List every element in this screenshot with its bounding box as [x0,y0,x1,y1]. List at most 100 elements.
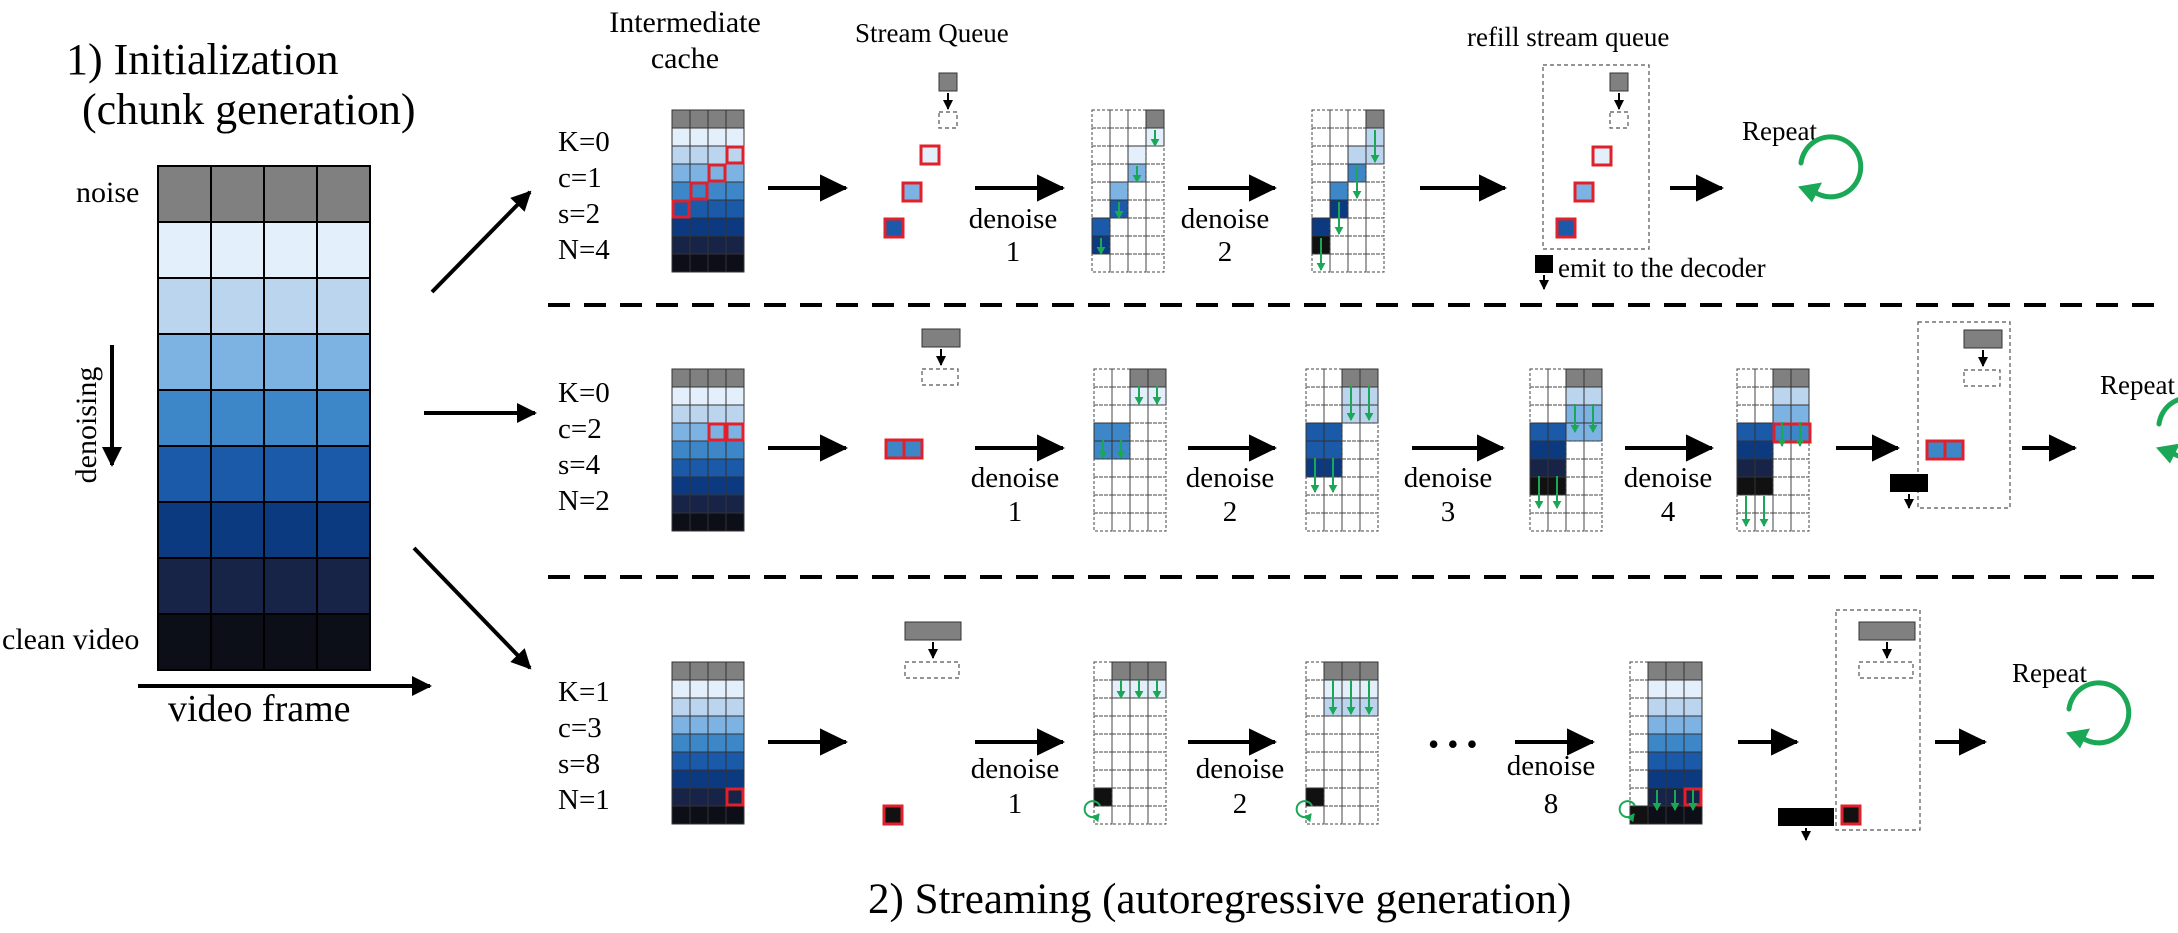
refill-stream-queue-label: refill stream queue [1467,22,1670,52]
step-grid-cell [1359,715,1379,735]
step-grid-cell [1111,733,1131,753]
step-grid-cell [1305,494,1325,514]
step-grid-cell [1311,127,1331,147]
queue-cell [884,438,906,460]
step-grid-cell [1129,476,1149,496]
cache-row2-cell [725,512,745,532]
step-grid-cell [1109,235,1129,255]
queue-noise [938,72,958,92]
step-grid-cell [1790,386,1810,406]
step-grid-cell [1147,458,1167,478]
step-grid-cell [1329,235,1349,255]
step-grid-cell [1093,733,1113,753]
cache-row2-cell [671,422,691,442]
step-grid-cell [1547,440,1567,460]
queue-cell [1943,439,1965,461]
step-grid-cell [1311,109,1331,129]
step-grid-cell [1093,512,1113,532]
step-grid-cell [1683,661,1703,681]
step-grid-cell [1347,253,1367,273]
step-grid-cell [1359,494,1379,514]
cache-row2-cell [707,494,727,514]
cache-row1-cell [671,127,691,147]
cache-row2-cell [707,458,727,478]
step-grid-cell [1323,386,1343,406]
param-c: c=2 [558,413,602,445]
step-grid-cell [1129,440,1149,460]
row1-denoise-1-label: denoise [968,203,1058,235]
step-grid-cell [1147,715,1167,735]
cache-row2-cell [725,476,745,496]
cache-row3-cell [707,805,727,825]
step-grid-cell [1145,253,1165,273]
step-grid-cell [1341,422,1361,442]
row3-denoise-2-step: 2 [1232,788,1248,820]
queue-cell [883,217,905,239]
step-grid-cell [1754,386,1774,406]
queue-slot [1858,661,1914,679]
step-grid-cell [1305,769,1325,789]
step-grid-cell [1665,715,1685,735]
cache-row1-cell [725,217,745,237]
cache-row2-cell [725,494,745,514]
frame-cell [316,557,371,615]
step-grid-cell [1111,458,1131,478]
step-grid-cell [1341,769,1361,789]
param-s: s=4 [558,449,601,481]
fan-arrow [412,546,532,670]
emit-block [1890,474,1928,492]
cache-row3-cell [671,769,691,789]
step-grid-cell [1629,769,1649,789]
step-grid-cell [1305,697,1325,717]
step-grid-cell [1736,458,1756,478]
row3-denoise-8-label: denoise [1506,750,1596,782]
frame-cell [263,501,318,559]
step-grid-cell [1093,494,1113,514]
refill-box [1917,321,2011,509]
cache-row2-cell [689,422,709,442]
frame-cell [263,221,318,279]
frame-cell [263,445,318,503]
queue-slot [938,111,958,129]
row1-denoise-2-step: 2 [1217,236,1233,268]
queue-noise [904,621,962,641]
step-grid-cell [1683,679,1703,699]
queue-slot [921,368,959,386]
row2-denoise-3-label: denoise [1403,462,1493,494]
step-grid-cell [1147,476,1167,496]
cache-row1-cell [689,217,709,237]
step-grid-cell [1129,715,1149,735]
step-grid-cell [1359,751,1379,771]
step-grid-cell [1323,440,1343,460]
repeat-cycle-arrowhead [2156,443,2178,464]
step-grid-cell [1629,697,1649,717]
noise-cell [157,165,212,223]
frame-cell [263,389,318,447]
cache-row2-highlight [707,422,727,442]
row1-repeat-label: Repeat [1742,116,1817,146]
step-grid-cell [1311,217,1331,237]
cache-row3-cell [671,679,691,699]
frame-cell [157,557,212,615]
repeat-cycle-arrowhead [2066,728,2090,749]
step-grid-cell [1754,476,1774,496]
cache-row1-cell [707,181,727,201]
cache-row1-cell [707,217,727,237]
step-grid-cell [1091,181,1111,201]
step-grid-cell [1305,422,1325,442]
step-grid-cell [1529,404,1549,424]
cache-row2-cell [707,368,727,388]
step-grid-cell [1129,404,1149,424]
step-grid-cell [1147,787,1167,807]
queue-slot [1609,111,1629,129]
cache-row2-cell [707,476,727,496]
step-grid-cell [1311,181,1331,201]
cache-row1-cell [689,109,709,129]
step-grid-cell [1583,512,1603,532]
step-grid-cell [1093,404,1113,424]
step-grid-cell [1565,386,1585,406]
cache-row2-cell [725,386,745,406]
cache-row2-cell [671,476,691,496]
step-grid-cell [1772,512,1792,532]
refill-box [1835,609,1921,831]
